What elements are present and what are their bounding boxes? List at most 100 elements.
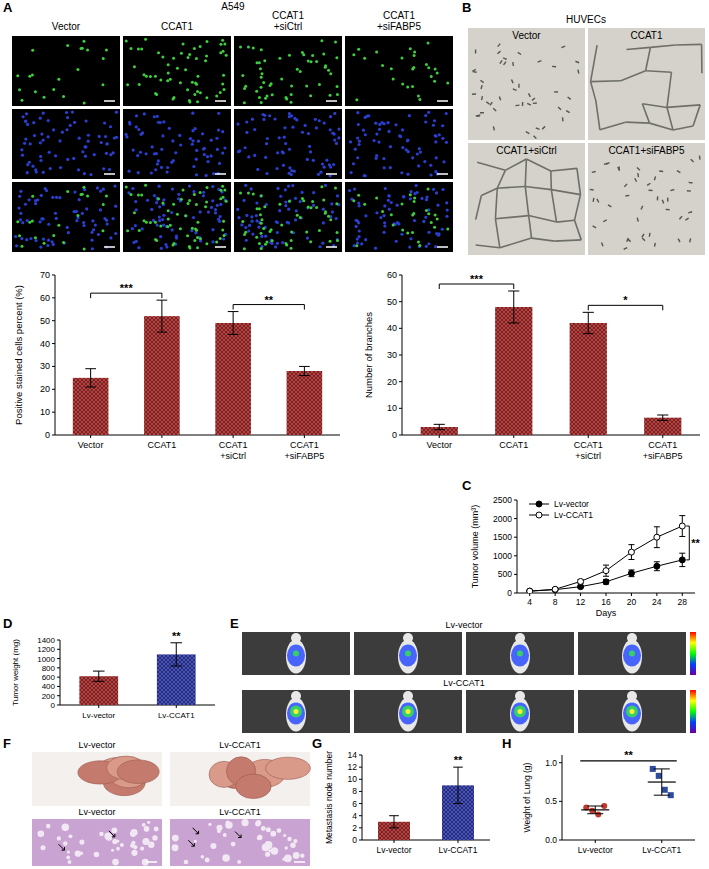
stained-cell [315, 60, 318, 63]
stained-cell [290, 239, 293, 242]
nucleus [307, 132, 310, 135]
nucleus [288, 199, 291, 202]
lung-images: Lv-vectorLv-CCAT1Lv-vectorLv-CCAT1 [32, 740, 310, 866]
marks [73, 300, 322, 435]
nucleus [106, 142, 109, 145]
cell [475, 50, 476, 54]
legend-label: Lv-CCAT1 [554, 510, 593, 520]
nucleus [358, 229, 361, 232]
nucleus [40, 194, 43, 197]
label-line: CCAT1 [383, 10, 415, 21]
nucleus [72, 157, 75, 160]
stained-cell [102, 57, 105, 60]
label: 28 [678, 597, 688, 607]
nucleus [65, 111, 68, 114]
micrograph [12, 109, 120, 179]
nucleus [288, 148, 291, 151]
cell [628, 239, 631, 242]
alveolus [266, 827, 271, 832]
micrograph [234, 182, 342, 252]
stained-cell [247, 46, 250, 49]
label-line: Vector [78, 440, 104, 450]
stained-cell [392, 223, 395, 226]
mouse-head [627, 691, 637, 701]
stained-cell [125, 185, 128, 188]
alveolus [285, 846, 288, 849]
stained-cell [335, 202, 338, 205]
tube [591, 82, 596, 101]
bar-chart: 02468101214Metastasis node numberLv-vect… [324, 750, 490, 855]
tube [497, 170, 505, 188]
nucleus [31, 165, 34, 168]
stained-cell [204, 59, 207, 62]
nucleus [409, 197, 412, 200]
stained-cell [140, 48, 143, 51]
nucleus [52, 128, 55, 131]
bar [287, 371, 323, 435]
micrograph [468, 28, 585, 140]
nucleus [33, 134, 36, 137]
nucleus [441, 188, 444, 191]
stained-cell [57, 78, 60, 81]
y-tick [52, 275, 55, 276]
stained-cell [140, 194, 143, 197]
alveolus [131, 829, 138, 836]
stained-cell [412, 212, 415, 215]
error-bar [157, 300, 168, 332]
stained-cell [219, 51, 222, 54]
nucleus [288, 166, 291, 169]
nucleus [65, 128, 68, 131]
error-bar [657, 415, 668, 420]
label: 0.0 [545, 835, 557, 845]
stained-cell [154, 238, 157, 241]
stained-cell [299, 216, 302, 219]
stained-cell [137, 48, 140, 51]
alveolus [201, 855, 205, 859]
tube [551, 190, 580, 195]
cell [592, 171, 596, 173]
nucleus [383, 224, 386, 227]
mouse-image [354, 632, 462, 675]
nucleus [357, 143, 360, 146]
nucleus [73, 121, 76, 124]
cell [590, 189, 594, 191]
nucleus [295, 209, 298, 212]
nucleus [435, 191, 438, 194]
error-bar [603, 580, 609, 584]
stained-cell [154, 75, 157, 78]
nucleus [52, 243, 55, 246]
nucleus [134, 200, 137, 203]
stained-cell [180, 198, 183, 201]
stained-cell [186, 88, 189, 91]
stained-cell [167, 71, 170, 74]
stained-cell [262, 81, 265, 84]
stained-cell [413, 54, 416, 57]
stained-cell [252, 47, 255, 50]
cell [670, 190, 674, 191]
stained-cell [413, 200, 416, 203]
stained-cell [288, 54, 291, 57]
nucleus [382, 231, 385, 234]
nucleus [276, 187, 279, 190]
y-tick [57, 705, 60, 706]
nucleus [401, 146, 404, 149]
nucleus [358, 140, 361, 143]
tube [476, 245, 500, 248]
stained-cell [352, 53, 355, 56]
nucleus [430, 173, 433, 176]
signal [630, 709, 635, 714]
tube [600, 122, 626, 130]
nucleus [113, 184, 116, 187]
nucleus [251, 118, 254, 121]
nucleus [93, 153, 96, 156]
micrograph [468, 143, 585, 255]
nucleus [132, 241, 135, 244]
label: Lv-vector [82, 711, 115, 720]
nucleus [445, 141, 448, 144]
nucleus [438, 133, 441, 136]
stained-cell [252, 193, 255, 196]
stained-cell [324, 212, 327, 215]
y-tick [359, 755, 362, 756]
nucleus [362, 129, 365, 132]
stained-cell [31, 219, 34, 222]
